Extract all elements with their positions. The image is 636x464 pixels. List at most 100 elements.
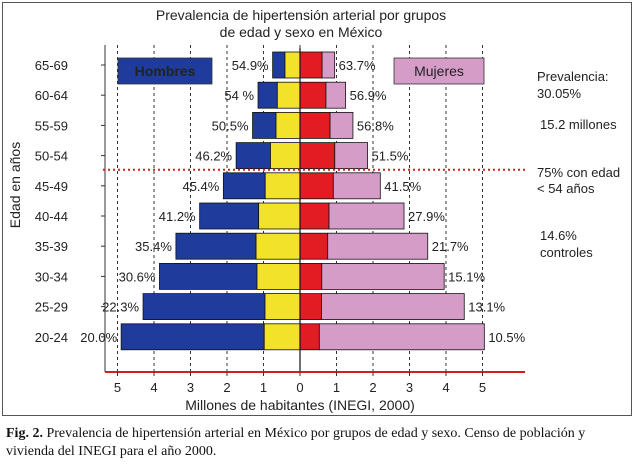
data-label-mujeres: 51.5% xyxy=(372,149,409,164)
category-label: 65-69 xyxy=(35,58,68,73)
data-label-hombres: 22.3% xyxy=(102,300,139,315)
bar-hombres-hypertension xyxy=(270,142,301,170)
figure-frame xyxy=(2,2,632,416)
annotation: 75% con edad xyxy=(537,165,620,180)
bar-mujeres-hypertension xyxy=(299,51,323,79)
x-tick-label: 3 xyxy=(187,380,194,395)
bar-hombres xyxy=(175,232,257,260)
data-label-hombres: 50.5% xyxy=(212,118,249,133)
x-tick-label: 1 xyxy=(260,380,267,395)
category-label: 35-39 xyxy=(35,239,68,254)
bar-mujeres xyxy=(321,293,465,321)
bar-hombres xyxy=(272,51,286,79)
data-label-mujeres: 27.9% xyxy=(408,209,445,224)
category-label: 45-49 xyxy=(35,179,68,194)
category-label: 60-64 xyxy=(35,88,68,103)
annotation: 15.2 millones xyxy=(540,117,617,132)
x-tick-label: 5 xyxy=(114,380,121,395)
x-tick-label: 4 xyxy=(442,380,449,395)
x-tick-label: 2 xyxy=(223,380,230,395)
data-label-mujeres: 63.7% xyxy=(339,58,376,73)
data-label-hombres: 54.9% xyxy=(232,58,269,73)
bar-mujeres xyxy=(321,262,445,290)
category-label: 20-24 xyxy=(35,330,68,345)
x-tick-label: 2 xyxy=(369,380,376,395)
data-label-mujeres: 56.8% xyxy=(357,118,394,133)
bar-hombres-hypertension xyxy=(255,232,301,260)
bar-mujeres xyxy=(325,81,347,109)
annotation: 30.05% xyxy=(537,86,582,101)
data-label-mujeres: 10.5% xyxy=(488,330,525,345)
bar-mujeres-hypertension xyxy=(299,262,323,290)
bar-hombres xyxy=(199,202,260,230)
data-label-mujeres: 13.1% xyxy=(468,300,505,315)
caption-label: Fig. 2. xyxy=(6,426,43,441)
category-label: 30-34 xyxy=(35,269,68,284)
data-label-hombres: 54 % xyxy=(224,88,254,103)
bar-hombres-hypertension xyxy=(275,112,301,139)
x-tick-label: 3 xyxy=(406,380,413,395)
data-label-hombres: 45.4% xyxy=(182,179,219,194)
bar-mujeres xyxy=(329,112,354,139)
bar-hombres xyxy=(235,142,271,170)
bar-mujeres xyxy=(332,172,381,200)
category-label: 50-54 xyxy=(35,149,68,164)
bar-hombres-hypertension xyxy=(276,81,301,109)
data-label-hombres: 20.0% xyxy=(80,330,117,345)
bar-hombres-hypertension xyxy=(256,262,301,290)
bar-mujeres-hypertension xyxy=(299,112,331,139)
legend-label-mujeres: Mujeres xyxy=(414,63,464,79)
bar-mujeres xyxy=(321,51,336,79)
bar-hombres xyxy=(142,293,266,321)
category-label: 25-29 xyxy=(35,300,68,315)
bar-mujeres-hypertension xyxy=(299,81,327,109)
population-pyramid-chart: Prevalencia de hipertensión arterial por… xyxy=(7,7,620,413)
bar-mujeres-hypertension xyxy=(299,293,322,321)
bar-mujeres xyxy=(334,142,368,170)
bar-hombres xyxy=(257,81,278,109)
bar-hombres-hypertension xyxy=(264,293,301,321)
data-label-hombres: 41.2% xyxy=(159,209,196,224)
legend-label-hombres: Hombres xyxy=(135,63,196,79)
data-label-hombres: 35.4% xyxy=(135,239,172,254)
y-axis-label: Edad en años xyxy=(7,142,23,228)
annotation: controles xyxy=(540,245,593,260)
bar-hombres-hypertension xyxy=(264,172,301,200)
data-label-mujeres: 15.1% xyxy=(448,269,485,284)
bar-mujeres xyxy=(327,232,429,260)
caption-text: Prevalencia de hipertensión arterial en … xyxy=(6,426,586,459)
data-label-mujeres: 41.5% xyxy=(384,179,421,194)
bar-mujeres-hypertension xyxy=(299,172,334,200)
chart-title-line-1: Prevalencia de hipertensión arterial por… xyxy=(156,7,446,23)
bar-hombres xyxy=(252,112,277,139)
x-tick-label: 1 xyxy=(333,380,340,395)
bar-hombres xyxy=(222,172,266,200)
bar-hombres-hypertension xyxy=(284,51,301,79)
legend-swatch-mujeres xyxy=(393,57,485,85)
bar-hombres-hypertension xyxy=(258,202,301,230)
annotation: < 54 años xyxy=(537,181,595,196)
x-tick-label: 0 xyxy=(296,380,303,395)
bar-mujeres-hypertension xyxy=(299,323,320,351)
category-label: 40-44 xyxy=(35,209,68,224)
x-tick-label: 4 xyxy=(150,380,157,395)
annotation: 14.6% xyxy=(540,228,577,243)
chart-title-line-2: de edad y sexo en México xyxy=(220,24,383,40)
bar-hombres-hypertension xyxy=(263,323,301,351)
x-tick-label: 5 xyxy=(479,380,486,395)
bar-mujeres-hypertension xyxy=(299,232,329,260)
bar-mujeres-hypertension xyxy=(299,142,336,170)
x-axis-label: Millones de habitantes (INEGI, 2000) xyxy=(185,397,415,413)
legend-swatch-hombres xyxy=(117,57,213,85)
bar-mujeres-hypertension xyxy=(299,202,330,230)
figure-caption: Fig. 2. Prevalencia de hipertensión arte… xyxy=(6,425,630,461)
bar-mujeres xyxy=(318,323,485,351)
bar-mujeres xyxy=(328,202,405,230)
bar-hombres xyxy=(120,323,265,351)
data-label-hombres: 46.2% xyxy=(195,149,232,164)
data-label-hombres: 30.6% xyxy=(119,269,156,284)
annotation: Prevalencia: xyxy=(537,69,609,84)
bar-hombres xyxy=(159,262,258,290)
category-label: 55-59 xyxy=(35,118,68,133)
data-label-mujeres: 21.7% xyxy=(432,239,469,254)
